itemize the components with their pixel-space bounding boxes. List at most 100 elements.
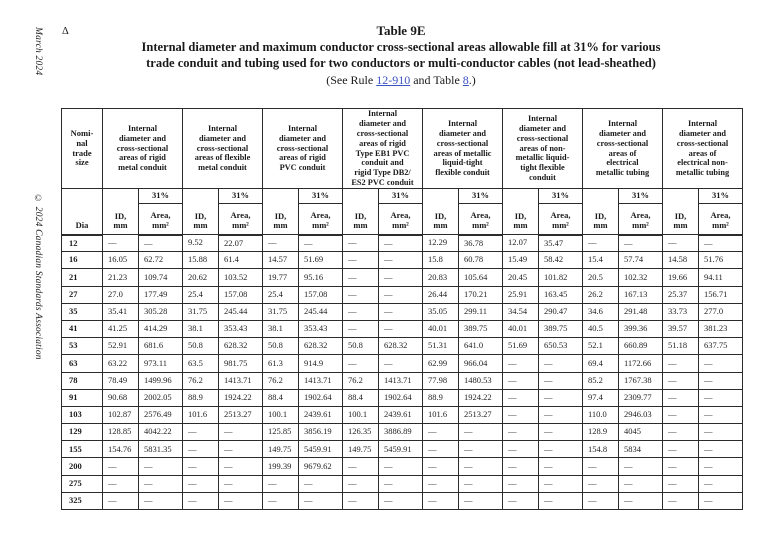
table-title-line1: Internal diameter and maximum conductor …: [141, 40, 661, 54]
id-value-cell: —: [582, 491, 619, 511]
fill-31-percent-header-6: 31%: [538, 188, 583, 204]
see-rule-prefix: (See Rule: [326, 73, 377, 87]
table-row-size-275: 275— — — — — — — — — — — — — — — —: [61, 474, 743, 493]
id-value-cell: —: [342, 285, 379, 304]
area-value-cell: 650.53: [538, 337, 583, 356]
id-value-cell: 38.1: [262, 319, 299, 339]
id-value-cell: —: [502, 474, 539, 493]
area-value-cell: 1902.64: [378, 388, 423, 407]
area-value-cell: —: [698, 491, 743, 511]
area-mm2-header-3: Area, mm²: [298, 203, 343, 236]
area-value-cell: —: [458, 440, 503, 459]
id-value-cell: 126.35: [342, 423, 379, 442]
id-value-cell: —: [342, 268, 379, 287]
id-value-cell: 62.99: [422, 354, 459, 373]
area-value-cell: 1413.71: [378, 371, 423, 390]
area-value-cell: 2002.05: [138, 388, 183, 407]
fill-31-percent-header-4: 31%: [378, 188, 423, 204]
rule-12-910-link[interactable]: 12-910: [376, 73, 411, 87]
trade-size-cell: 275: [61, 474, 103, 493]
id-mm-header-7: ID, mm: [582, 188, 619, 235]
corner-header: Nomi- nal trade size: [61, 108, 103, 189]
id-value-cell: 88.4: [342, 388, 379, 407]
trade-size-cell: 155: [61, 440, 103, 459]
area-value-cell: 2576.49: [138, 405, 183, 425]
area-value-cell: 5831.35: [138, 440, 183, 459]
area-value-cell: —: [378, 319, 423, 339]
id-value-cell: 154.8: [582, 440, 619, 459]
table-row-size-41: 41 41.25 414.29 38.1 353.43 38.1 353.43— —40.01…: [61, 319, 743, 339]
id-value-cell: 51.31: [422, 337, 459, 356]
id-value-cell: 34.54: [502, 302, 539, 321]
table-row-size-200: 200— — — —199.39 9679.62— — — — — — — — — —: [61, 457, 743, 476]
id-value-cell: —: [182, 474, 219, 493]
trade-size-cell: 200: [61, 457, 103, 476]
area-value-cell: 1413.71: [218, 371, 263, 390]
id-value-cell: —: [422, 491, 459, 511]
area-value-cell: 389.75: [538, 319, 583, 339]
id-value-cell: 15.88: [182, 251, 219, 270]
table-row-size-78: 78 78.49 1499.96 76.2 1413.71 76.2 1413.71 76.2…: [61, 371, 743, 390]
id-value-cell: 25.91: [502, 285, 539, 304]
area-value-cell: 1480.53: [458, 371, 503, 390]
area-value-cell: 2513.27: [218, 405, 263, 425]
id-value-cell: 88.4: [262, 388, 299, 407]
area-value-cell: —: [458, 491, 503, 511]
id-value-cell: 101.6: [182, 405, 219, 425]
id-value-cell: —: [662, 457, 699, 476]
delta-revision-marker: Δ: [62, 26, 69, 37]
table-row-size-325: 325— — — — — — — — — — — — — — — —: [61, 491, 743, 511]
area-mm2-header-8: Area, mm²: [698, 203, 743, 236]
id-value-cell: 12.07: [502, 233, 539, 253]
area-value-cell: 399.36: [618, 319, 663, 339]
fill-31-percent-header-8: 31%: [698, 188, 743, 204]
id-value-cell: 199.39: [262, 457, 299, 476]
id-value-cell: —: [422, 474, 459, 493]
area-value-cell: —: [218, 423, 263, 442]
id-value-cell: 20.83: [422, 268, 459, 287]
group-header-7: Internal diameter and cross-sectional ar…: [582, 108, 663, 189]
trade-size-cell: 78: [61, 371, 103, 390]
area-value-cell: 167.13: [618, 285, 663, 304]
id-value-cell: —: [662, 491, 699, 511]
area-value-cell: 157.08: [218, 285, 263, 304]
area-value-cell: 95.16: [298, 268, 343, 287]
id-value-cell: —: [342, 302, 379, 321]
area-value-cell: —: [458, 474, 503, 493]
id-value-cell: 78.49: [102, 371, 139, 390]
area-value-cell: 94.11: [698, 268, 743, 287]
trade-size-cell: 63: [61, 354, 103, 373]
id-value-cell: 69.4: [582, 354, 619, 373]
id-value-cell: —: [502, 405, 539, 425]
area-value-cell: —: [698, 423, 743, 442]
table-row-size-16: 16 16.05 62.72 15.88 61.4 14.57 51.69— —15.8 60.…: [61, 251, 743, 270]
area-value-cell: 163.45: [538, 285, 583, 304]
id-value-cell: 9.52: [182, 233, 219, 253]
id-value-cell: —: [502, 457, 539, 476]
trade-size-cell: 325: [61, 491, 103, 511]
id-value-cell: 33.73: [662, 302, 699, 321]
area-value-cell: —: [538, 354, 583, 373]
area-value-cell: —: [378, 285, 423, 304]
id-value-cell: 34.6: [582, 302, 619, 321]
table-title-line2: trade conduit and tubing used for two co…: [146, 56, 656, 70]
id-value-cell: 25.37: [662, 285, 699, 304]
id-value-cell: 19.66: [662, 268, 699, 287]
id-value-cell: —: [102, 457, 139, 476]
id-value-cell: —: [502, 491, 539, 511]
id-value-cell: 31.75: [262, 302, 299, 321]
id-value-cell: —: [502, 440, 539, 459]
area-value-cell: 62.72: [138, 251, 183, 270]
area-mm2-header-1: Area, mm²: [138, 203, 183, 236]
id-value-cell: 85.2: [582, 371, 619, 390]
table-8-link[interactable]: 8: [462, 73, 469, 87]
id-value-cell: —: [662, 371, 699, 390]
id-value-cell: —: [342, 474, 379, 493]
area-value-cell: —: [378, 491, 423, 511]
id-value-cell: 100.1: [342, 405, 379, 425]
id-value-cell: —: [102, 474, 139, 493]
area-value-cell: 1172.66: [618, 354, 663, 373]
id-value-cell: 16.05: [102, 251, 139, 270]
id-value-cell: 51.18: [662, 337, 699, 356]
area-value-cell: —: [618, 474, 663, 493]
